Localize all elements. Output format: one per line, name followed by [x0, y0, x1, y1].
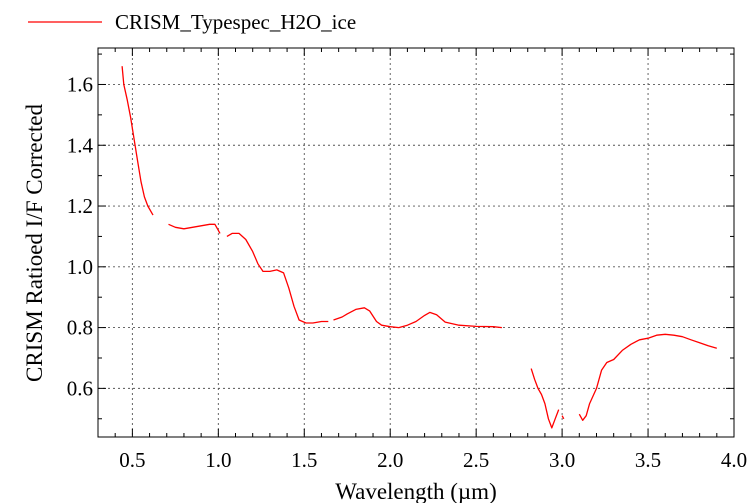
series-lines: [121, 66, 717, 429]
grid-lines: [98, 48, 734, 437]
x-tick-label: 0.5: [119, 448, 145, 472]
x-axis-label: Wavelength (µm): [335, 479, 496, 503]
series-line-segment: [226, 232, 329, 324]
x-tick-labels: 0.5 1.0 1.5 2.0 2.5 3.0 3.5 4.0: [119, 448, 747, 472]
y-tick-label: 0.8: [67, 316, 93, 340]
x-tick-label: 3.5: [635, 448, 661, 472]
x-tick-label: 3.0: [549, 448, 575, 472]
series-line-segment: [530, 368, 560, 429]
series-line-segment: [168, 223, 221, 234]
series-line-segment: [333, 307, 502, 329]
y-tick-label: 1.4: [67, 133, 94, 157]
x-tick-label: 4.0: [721, 448, 747, 472]
x-tick-label: 1.5: [291, 448, 317, 472]
y-tick-label: 1.0: [67, 255, 93, 279]
series-line-segment: [121, 66, 154, 216]
plot-frame: [97, 47, 735, 438]
legend-label: CRISM_Typespec_H2O_ice: [115, 10, 356, 34]
x-tick-label: 2.0: [377, 448, 403, 472]
y-axis-label: CRISM Ratioed I/F Corrected: [22, 104, 47, 382]
series-line-segment: [578, 333, 717, 421]
y-tick-label: 1.2: [67, 194, 93, 218]
x-tick-label: 1.0: [205, 448, 231, 472]
axis-ticks: [97, 48, 735, 437]
legend: CRISM_Typespec_H2O_ice: [28, 10, 356, 34]
series-line-segment: [561, 415, 565, 420]
y-tick-labels: 0.6 0.8 1.0 1.2 1.4 1.6: [67, 72, 94, 400]
y-tick-label: 0.6: [67, 376, 93, 400]
y-tick-label: 1.6: [67, 72, 93, 96]
x-tick-label: 2.5: [463, 448, 489, 472]
